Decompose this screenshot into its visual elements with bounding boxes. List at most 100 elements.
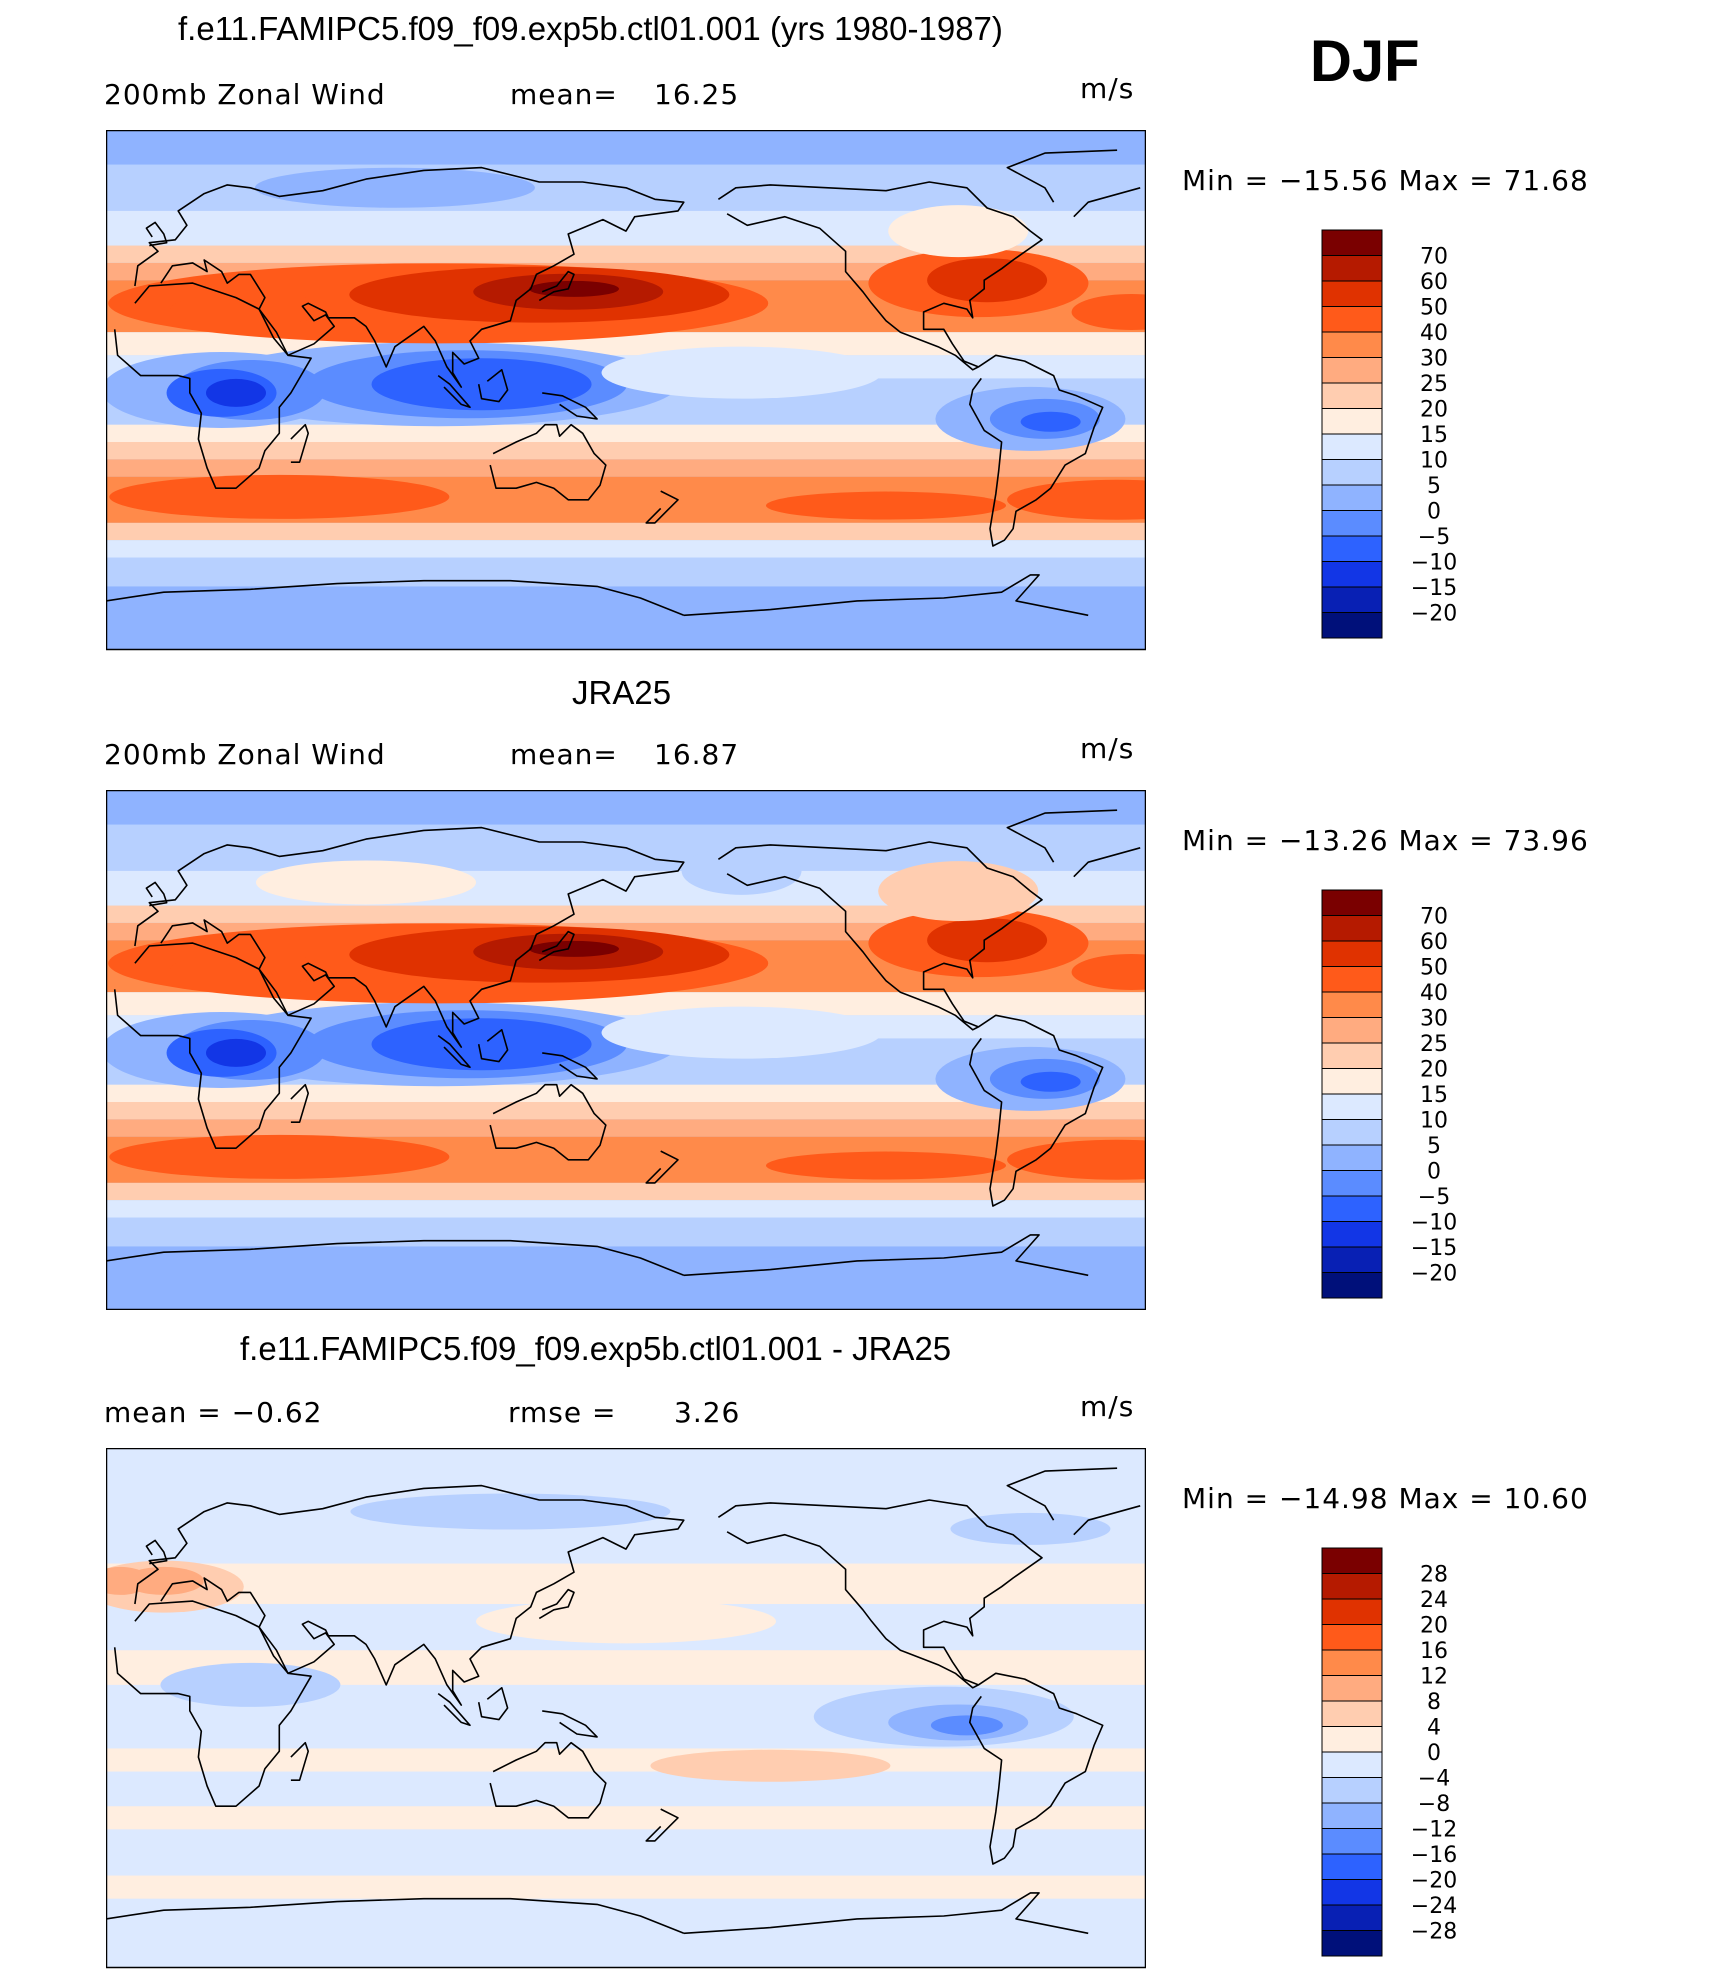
- colorbar-swatch: [1321, 940, 1383, 967]
- colorbar-tick-label: 5: [1427, 1134, 1441, 1159]
- colorbar-tick-label: 25: [1420, 372, 1448, 397]
- colorbar-tick-label: 10: [1420, 1109, 1448, 1134]
- panel-1-map: [106, 130, 1146, 651]
- colorbar-tick-label: 60: [1420, 930, 1448, 955]
- colorbar-tick-label: −15: [1411, 576, 1457, 601]
- colorbar-swatch: [1321, 1144, 1383, 1171]
- colorbar-tick-label: −20: [1411, 1869, 1457, 1894]
- panel-3-map: [106, 1448, 1146, 1969]
- colorbar-tick-label: 15: [1420, 1083, 1448, 1108]
- colorbar-tick-label: −24: [1411, 1894, 1457, 1919]
- panel-2-variable-label: 200mb Zonal Wind: [104, 738, 386, 771]
- colorbar-swatch: [1321, 357, 1383, 384]
- panel-3-mean-label: mean = −0.62: [104, 1396, 323, 1429]
- colorbar-swatch: [1321, 1726, 1383, 1753]
- colorbar-tick-label: 5: [1427, 474, 1441, 499]
- colorbar-swatch: [1321, 1828, 1383, 1855]
- colorbar-swatch: [1321, 1904, 1383, 1931]
- colorbar-swatch: [1321, 535, 1383, 562]
- colorbar-tick-label: −15: [1411, 1236, 1457, 1261]
- panel-2-title: JRA25: [572, 674, 672, 711]
- colorbar-tick-label: 24: [1420, 1588, 1448, 1613]
- colorbar-swatch: [1321, 1246, 1383, 1273]
- panel-2-mean-label: mean=: [510, 738, 618, 771]
- colorbar-swatch: [1321, 1624, 1383, 1651]
- panel-2-units: m/s: [1080, 732, 1135, 765]
- colorbar-swatch: [1321, 510, 1383, 537]
- colorbar-tick-label: 28: [1420, 1563, 1448, 1588]
- colorbar-tick-label: −8: [1418, 1792, 1450, 1817]
- colorbar-swatch: [1321, 915, 1383, 942]
- colorbar-tick-label: 20: [1420, 1614, 1448, 1639]
- panel-3-rmse-label: rmse =: [508, 1396, 617, 1429]
- panel-3-title: f.e11.FAMIPC5.f09_f09.exp5b.ctl01.001 - …: [240, 1330, 952, 1367]
- colorbar-tick-label: −16: [1411, 1843, 1457, 1868]
- panel-3-units: m/s: [1080, 1390, 1135, 1423]
- colorbar-tick-label: 25: [1420, 1032, 1448, 1057]
- colorbar-swatch: [1321, 1068, 1383, 1095]
- colorbar-tick-label: 50: [1420, 296, 1448, 321]
- panel-1-variable-label: 200mb Zonal Wind: [104, 78, 386, 111]
- colorbar-tick-label: 20: [1420, 398, 1448, 423]
- colorbar-swatch: [1321, 331, 1383, 358]
- colorbar-tick-label: 10: [1420, 449, 1448, 474]
- colorbar-tick-label: −4: [1418, 1767, 1450, 1792]
- colorbar-tick-label: 4: [1427, 1716, 1441, 1741]
- colorbar-swatch: [1321, 1700, 1383, 1727]
- colorbar-swatch: [1321, 1119, 1383, 1146]
- colorbar-swatch: [1321, 1547, 1383, 1574]
- colorbar-tick-label: 70: [1420, 905, 1448, 930]
- colorbar-swatch: [1321, 1879, 1383, 1906]
- colorbar-tick-label: −28: [1411, 1920, 1457, 1945]
- colorbar-swatch: [1321, 1802, 1383, 1829]
- colorbar-swatch: [1321, 561, 1383, 588]
- panel-3-rmse-value: 3.26: [674, 1396, 741, 1429]
- colorbar-swatch: [1321, 1573, 1383, 1600]
- panel-1-mean-label: mean=: [510, 78, 618, 111]
- colorbar-tick-label: −5: [1418, 1185, 1450, 1210]
- colorbar-swatch: [1321, 991, 1383, 1018]
- colorbar-swatch: [1321, 255, 1383, 282]
- colorbar-tick-label: 30: [1420, 1007, 1448, 1032]
- panel-3-minmax: Min = −14.98 Max = 10.60: [1182, 1482, 1589, 1515]
- colorbar-tick-label: 0: [1427, 500, 1441, 525]
- colorbar-swatch: [1321, 1221, 1383, 1248]
- colorbar-tick-label: 70: [1420, 245, 1448, 270]
- colorbar-tick-label: 60: [1420, 270, 1448, 295]
- colorbar-tick-label: 8: [1427, 1690, 1441, 1715]
- colorbar-swatch: [1321, 1675, 1383, 1702]
- colorbar-tick-label: 20: [1420, 1058, 1448, 1083]
- colorbar-swatch: [1321, 229, 1383, 256]
- colorbar-tick-label: −20: [1411, 1262, 1457, 1287]
- colorbar-swatch: [1321, 1598, 1383, 1625]
- panel-1-title: f.e11.FAMIPC5.f09_f09.exp5b.ctl01.001 (y…: [178, 10, 1003, 47]
- panel-2-minmax: Min = −13.26 Max = 73.96: [1182, 824, 1589, 857]
- panel-2-mean-value: 16.87: [654, 738, 740, 771]
- colorbar-tick-label: 0: [1427, 1160, 1441, 1185]
- colorbar-tick-label: −10: [1411, 551, 1457, 576]
- colorbar-swatch: [1321, 382, 1383, 409]
- colorbar-swatch: [1321, 433, 1383, 460]
- colorbar-swatch: [1321, 966, 1383, 993]
- colorbar-swatch: [1321, 889, 1383, 916]
- panel-1-units: m/s: [1080, 72, 1135, 105]
- colorbar-tick-label: 40: [1420, 321, 1448, 346]
- colorbar-swatch: [1321, 1017, 1383, 1044]
- colorbar-swatch: [1321, 484, 1383, 511]
- colorbar-swatch: [1321, 1195, 1383, 1222]
- colorbar-swatch: [1321, 612, 1383, 639]
- colorbar-tick-label: −12: [1411, 1818, 1457, 1843]
- colorbar-swatch: [1321, 408, 1383, 435]
- colorbar-tick-label: 40: [1420, 981, 1448, 1006]
- panel-1-minmax: Min = −15.56 Max = 71.68: [1182, 164, 1589, 197]
- colorbar-swatch: [1321, 1930, 1383, 1957]
- colorbar-swatch: [1321, 1272, 1383, 1299]
- colorbar-swatch: [1321, 1777, 1383, 1804]
- colorbar-tick-label: 30: [1420, 347, 1448, 372]
- colorbar-swatch: [1321, 280, 1383, 307]
- colorbar-swatch: [1321, 1042, 1383, 1069]
- colorbar-swatch: [1321, 586, 1383, 613]
